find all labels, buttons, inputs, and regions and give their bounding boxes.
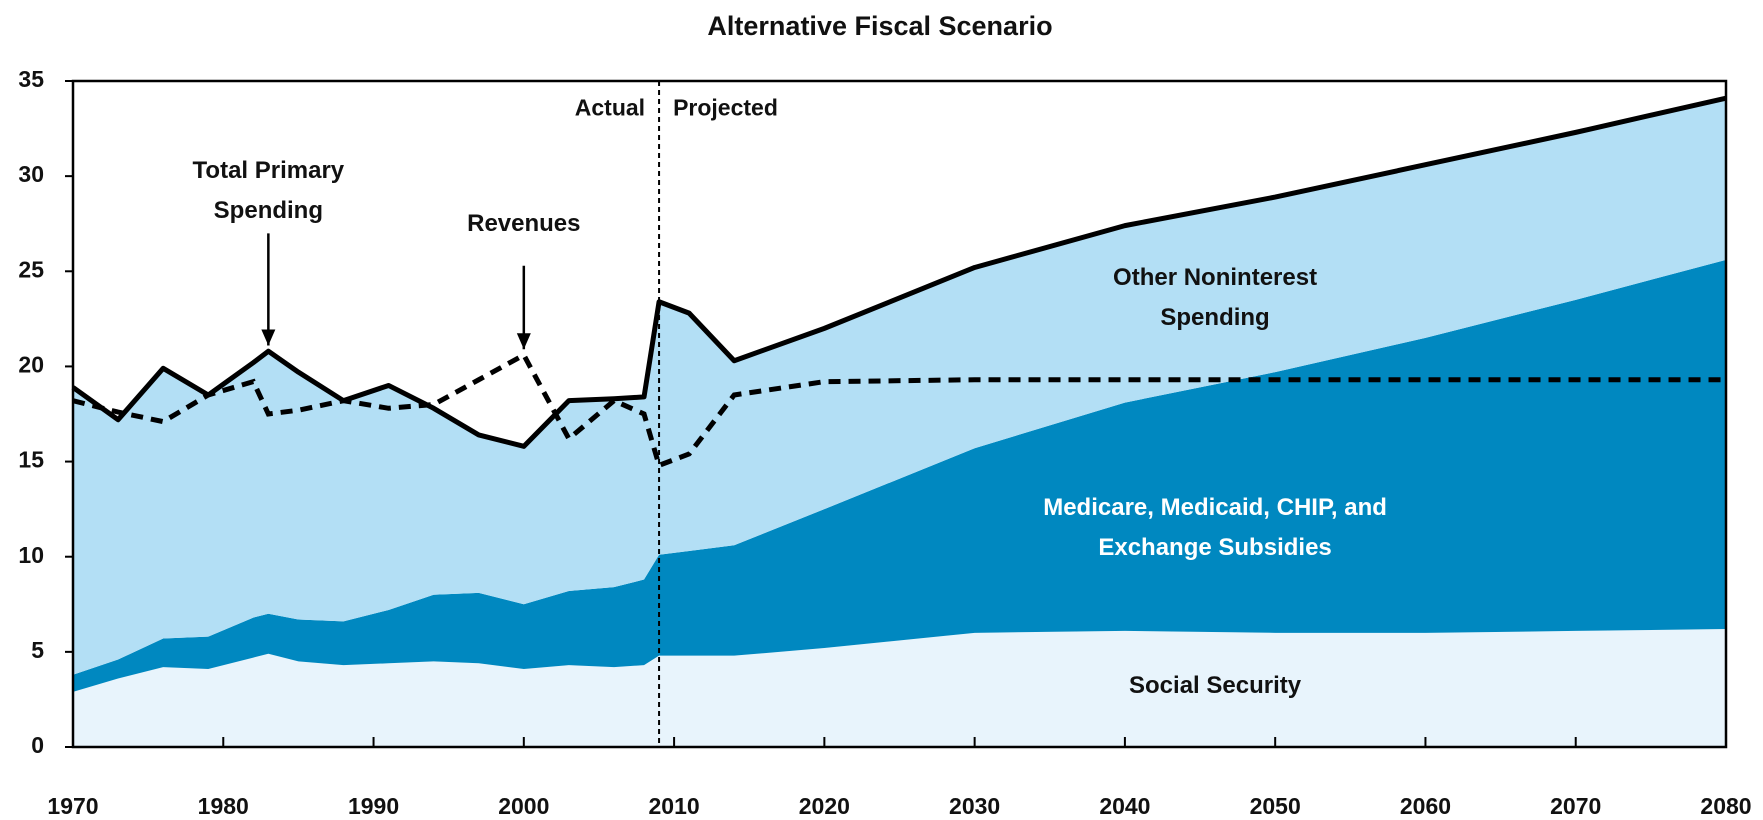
total-label: Total Primary Spending: [192, 157, 345, 225]
area-label: Other Noninterest Spending: [1113, 263, 1318, 331]
x-tick-label: 2080: [1700, 793, 1751, 819]
plot-frame: [71, 79, 1728, 749]
total-arrow-head: [261, 329, 276, 346]
x-tick-label: 1980: [198, 793, 249, 819]
area: [73, 98, 1726, 675]
x-tick-label: 2010: [649, 793, 700, 819]
revenue-label: Revenues: [467, 209, 581, 237]
y-tick-label: 0: [31, 732, 44, 758]
x-tick-label: 1970: [47, 793, 98, 819]
chart-title: Alternative Fiscal Scenario: [707, 11, 1052, 41]
x-tick-label: 2070: [1550, 793, 1601, 819]
revenue-arrow-head: [516, 333, 531, 350]
divider-right-label: Projected: [673, 95, 778, 121]
x-tick-label: 2020: [799, 793, 850, 819]
total-line: [71, 95, 1727, 449]
y-tick-label: 5: [31, 637, 44, 663]
y-tick-label: 20: [18, 352, 44, 378]
x-tick-label: 2040: [1099, 793, 1150, 819]
y-tick-label: 35: [18, 66, 44, 92]
divider-left-label: Actual: [575, 95, 645, 121]
x-tick-label: 2030: [949, 793, 1000, 819]
revenue-line: [72, 351, 1726, 469]
y-tick-label: 30: [18, 161, 44, 187]
area-label: Social Security: [1129, 672, 1302, 700]
x-tick-label: 2050: [1250, 793, 1301, 819]
x-tick-label: 2000: [498, 793, 549, 819]
y-tick-label: 15: [18, 447, 44, 473]
x-tick-label: 2060: [1400, 793, 1451, 819]
y-tick-label: 10: [18, 542, 44, 568]
area: [73, 259, 1726, 692]
x-tick-label: 1990: [348, 793, 399, 819]
y-tick-label: 25: [18, 256, 44, 282]
area: [73, 629, 1726, 747]
area-label: Medicare, Medicaid, CHIP, and Exchange S…: [1043, 494, 1387, 562]
